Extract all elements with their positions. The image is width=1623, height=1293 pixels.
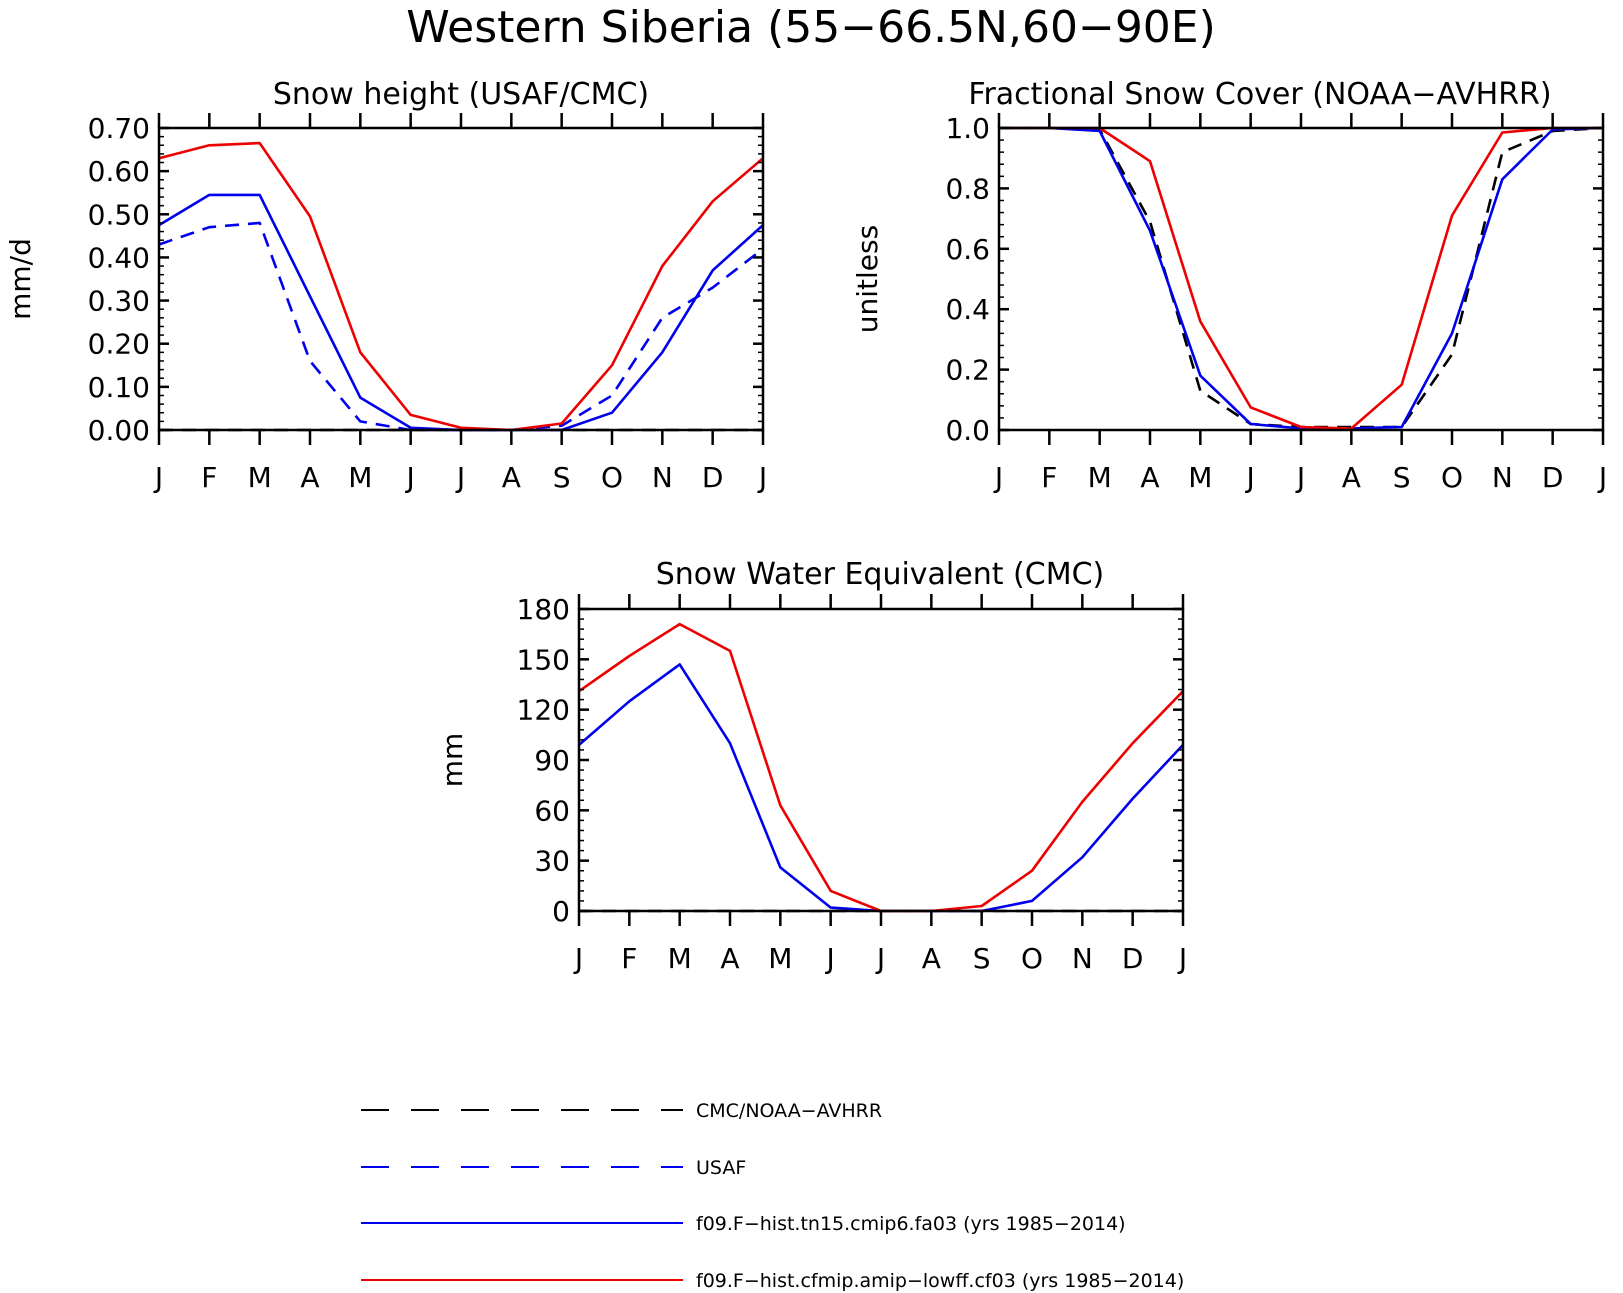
y-tick-label: 0.4 [945, 293, 990, 326]
plot-area: 0.00.20.40.60.81.0J F M A M J J A S O N D J [945, 112, 1607, 494]
x-tick-label: N [1072, 942, 1093, 975]
x-tick-label: M [1188, 461, 1212, 494]
y-tick-label: 0.0 [945, 414, 990, 447]
series-line-f09-f-hist-cfmip-amip-lowff-cf03-yrs-1985-2014 [158, 141, 764, 432]
x-tick-label: J [455, 461, 465, 494]
x-tick-label: A [720, 942, 739, 975]
y-tick-label: 60 [534, 794, 570, 827]
series-line-f09-f-hist-tn15-cmip6-fa03-yrs-1985-2014 [578, 663, 1184, 913]
x-tick-label: A [1342, 461, 1361, 494]
x-tick-label: A [1140, 461, 1159, 494]
legend-label: CMC/NOAA−AVHRR [696, 1100, 882, 1122]
legend-item: f09.F−hist.cfmip.amip−lowff.cf03 (yrs 19… [361, 1270, 1184, 1292]
plot-frame [577, 607, 1185, 913]
x-tick-label: M [1088, 461, 1112, 494]
x-tick-label: D [702, 461, 724, 494]
y-tick-label: 0.70 [88, 112, 150, 145]
x-tick-label: N [652, 461, 673, 494]
y-axis-label: mm [436, 733, 469, 788]
legend-item: CMC/NOAA−AVHRR [361, 1100, 882, 1122]
y-tick-label: 30 [534, 845, 570, 878]
figure-title: Western Siberia (55−66.5N,60−90E) [406, 2, 1216, 53]
series-line-f09-f-hist-tn15-cmip6-fa03-yrs-1985-2014 [999, 126, 1604, 430]
x-tick-label: F [621, 942, 637, 975]
y-tick-label: 150 [517, 643, 570, 676]
panel-snow-cover: Fractional Snow Cover (NOAA−AVHRR) unitl… [851, 77, 1607, 494]
panel-title: Snow Water Equivalent (CMC) [656, 557, 1104, 592]
plot-area: 0.000.100.200.300.400.500.600.70J F M A M J J A… [88, 112, 767, 494]
y-axis-label: mm/d [4, 238, 37, 320]
y-axis-label: unitless [851, 225, 884, 333]
legend-label: USAF [696, 1157, 746, 1179]
x-tick-label: J [757, 461, 767, 494]
legend: CMC/NOAA−AVHRR USAF f09.F−hist.tn15.cmip… [361, 1100, 1184, 1292]
x-tick-label: F [1041, 461, 1057, 494]
y-tick-label: 0.00 [88, 414, 150, 447]
y-tick-label: 0.8 [945, 172, 990, 205]
x-tick-label: D [1122, 942, 1144, 975]
x-tick-label: J [1295, 461, 1305, 494]
legend-label: f09.F−hist.tn15.cmip6.fa03 (yrs 1985−201… [696, 1213, 1126, 1235]
x-tick-label: O [1441, 461, 1463, 494]
x-tick-label: M [668, 942, 692, 975]
x-tick-label: A [502, 461, 521, 494]
plot-frame [997, 126, 1605, 432]
legend-item: USAF [361, 1157, 746, 1179]
series-line-f09-f-hist-cfmip-amip-lowff-cf03-yrs-1985-2014 [578, 622, 1184, 913]
panel-swe: Snow Water Equivalent (CMC) mm 0 30 60 90 12… [436, 557, 1187, 975]
x-tick-label: J [1245, 461, 1255, 494]
x-tick-label: N [1492, 461, 1513, 494]
series-line-f09-f-hist-cfmip-amip-lowff-cf03-yrs-1985-2014 [999, 126, 1603, 430]
x-tick-label: S [1393, 461, 1411, 494]
x-tick-label: J [825, 942, 835, 975]
series-line-usaf [158, 221, 764, 432]
x-tick-label: J [153, 461, 163, 494]
panel-snow-height: Snow height (USAF/CMC) mm/d 0.00 0.10 0.20… [4, 77, 767, 494]
legend-item: f09.F−hist.tn15.cmip6.fa03 (yrs 1985−201… [361, 1213, 1126, 1235]
y-tick-label: 0.30 [88, 285, 150, 318]
y-tick-label: 90 [534, 744, 570, 777]
x-tick-label: M [348, 461, 372, 494]
y-tick-label: 0 [552, 895, 570, 928]
panel-title: Snow height (USAF/CMC) [273, 77, 649, 112]
x-tick-label: S [553, 461, 571, 494]
x-tick-label: A [300, 461, 319, 494]
x-tick-label: J [573, 942, 583, 975]
y-tick-label: 1.0 [945, 112, 990, 145]
y-tick-label: 0.60 [88, 155, 150, 188]
x-tick-label: J [1177, 942, 1187, 975]
x-tick-label: J [875, 942, 885, 975]
y-tick-label: 0.40 [88, 241, 150, 274]
y-tick-label: 0.6 [945, 233, 990, 266]
y-tick-label: 0.10 [88, 371, 150, 404]
x-tick-label: A [922, 942, 941, 975]
y-tick-label: 180 [517, 593, 570, 626]
legend-label: f09.F−hist.cfmip.amip−lowff.cf03 (yrs 19… [696, 1270, 1184, 1292]
y-tick-label: 0.20 [88, 328, 150, 361]
y-tick-label: 0.50 [88, 198, 150, 231]
x-tick-label: J [405, 461, 415, 494]
y-tick-label: 120 [517, 694, 570, 727]
x-tick-label: J [993, 461, 1003, 494]
y-tick-label: 0.2 [945, 354, 990, 387]
x-tick-label: S [973, 942, 991, 975]
x-tick-label: M [248, 461, 272, 494]
plot-frame [157, 126, 765, 432]
x-tick-label: D [1542, 461, 1564, 494]
x-tick-label: O [1021, 942, 1043, 975]
x-tick-label: O [601, 461, 623, 494]
x-tick-label: F [201, 461, 217, 494]
x-tick-label: J [1597, 461, 1607, 494]
series-line-cmc-noaa-avhrr [999, 126, 1604, 429]
panel-title: Fractional Snow Cover (NOAA−AVHRR) [968, 77, 1551, 112]
x-tick-label: M [768, 942, 792, 975]
